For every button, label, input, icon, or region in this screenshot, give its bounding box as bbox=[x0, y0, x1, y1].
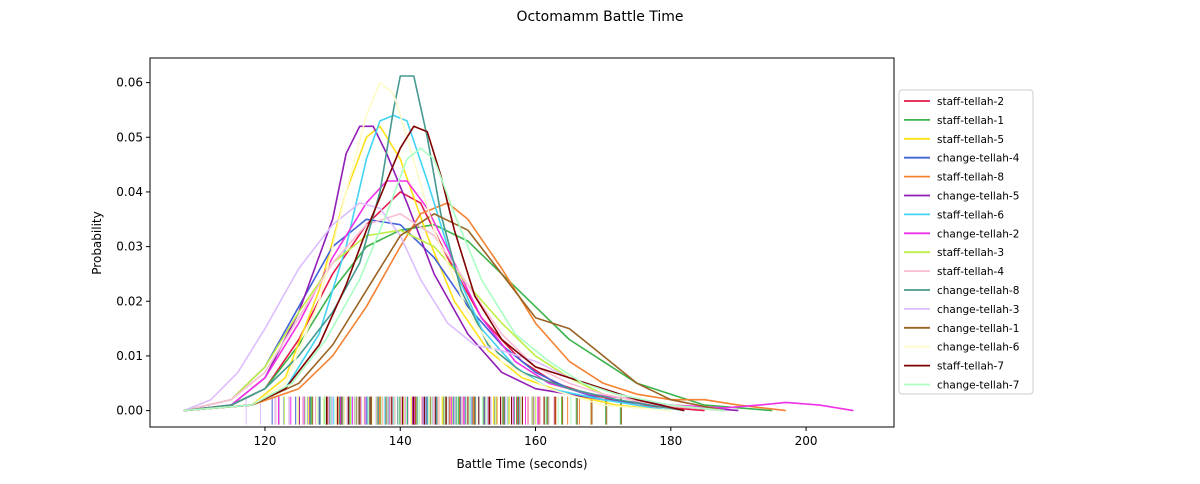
legend-label: change-tellah-4 bbox=[937, 153, 1020, 165]
legend-label: change-tellah-6 bbox=[937, 342, 1020, 354]
series-line-staff-tellah-5 bbox=[183, 125, 671, 412]
x-tick-label: 120 bbox=[254, 434, 277, 448]
y-tick-label: 0.04 bbox=[116, 185, 143, 199]
series-line-staff-tellah-8 bbox=[183, 202, 786, 412]
legend-label: change-tellah-7 bbox=[937, 380, 1019, 392]
y-axis: 0.00 0.01 0.02 0.03 0.04 0.05 0.06 bbox=[116, 76, 150, 418]
legend-label: staff-tellah-4 bbox=[937, 266, 1004, 278]
legend-label: change-tellah-3 bbox=[937, 304, 1019, 316]
y-tick-label: 0.03 bbox=[116, 240, 143, 254]
legend-label: change-tellah-2 bbox=[937, 228, 1019, 240]
legend-label: staff-tellah-7 bbox=[937, 361, 1004, 373]
y-tick-label: 0.06 bbox=[116, 76, 143, 90]
x-axis-label: Battle Time (seconds) bbox=[456, 457, 587, 471]
series-line-change-tellah-6 bbox=[183, 81, 671, 412]
series-line-change-tellah-2 bbox=[183, 180, 854, 412]
series-line-staff-tellah-4 bbox=[183, 213, 725, 412]
plot-frame bbox=[149, 57, 895, 428]
series-line-staff-tellah-3 bbox=[183, 229, 725, 412]
series-line-staff-tellah-7 bbox=[183, 125, 685, 412]
chart-title: Octomamm Battle Time bbox=[516, 9, 683, 25]
legend-label: staff-tellah-2 bbox=[937, 96, 1004, 108]
series-line-staff-tellah-1 bbox=[183, 223, 773, 412]
y-axis-label: Probability bbox=[90, 211, 104, 274]
series-line-change-tellah-1 bbox=[183, 213, 726, 412]
legend-label: change-tellah-8 bbox=[937, 285, 1019, 297]
legend: staff-tellah-2 staff-tellah-1 staff-tellah… bbox=[898, 89, 1034, 395]
x-tick-label: 180 bbox=[659, 434, 682, 448]
legend-label: staff-tellah-5 bbox=[937, 134, 1004, 146]
y-tick-label: 0.05 bbox=[116, 130, 143, 144]
legend-label: staff-tellah-3 bbox=[937, 247, 1004, 259]
y-tick-label: 0.00 bbox=[116, 404, 143, 418]
series-line-staff-tellah-6 bbox=[183, 114, 671, 412]
x-tick-label: 200 bbox=[795, 434, 818, 448]
y-tick-label: 0.01 bbox=[116, 349, 143, 363]
series-line-change-tellah-4 bbox=[183, 218, 725, 412]
legend-label: change-tellah-1 bbox=[937, 323, 1019, 335]
x-tick-label: 160 bbox=[524, 434, 547, 448]
legend-label: staff-tellah-6 bbox=[937, 209, 1004, 221]
series-line-change-tellah-8 bbox=[183, 75, 685, 412]
series-line-change-tellah-7 bbox=[183, 147, 725, 412]
legend-label: staff-tellah-8 bbox=[937, 172, 1004, 184]
series-lines bbox=[183, 75, 854, 412]
legend-box bbox=[898, 89, 1034, 395]
rug-marks bbox=[245, 396, 622, 425]
y-tick-label: 0.02 bbox=[116, 294, 143, 308]
plot-area bbox=[149, 57, 895, 428]
series-line-change-tellah-5 bbox=[183, 125, 739, 412]
legend-label: change-tellah-5 bbox=[937, 191, 1019, 203]
x-tick-label: 140 bbox=[389, 434, 412, 448]
legend-label: staff-tellah-1 bbox=[937, 115, 1004, 127]
x-axis: 120 140 160 180 200 bbox=[254, 427, 818, 448]
